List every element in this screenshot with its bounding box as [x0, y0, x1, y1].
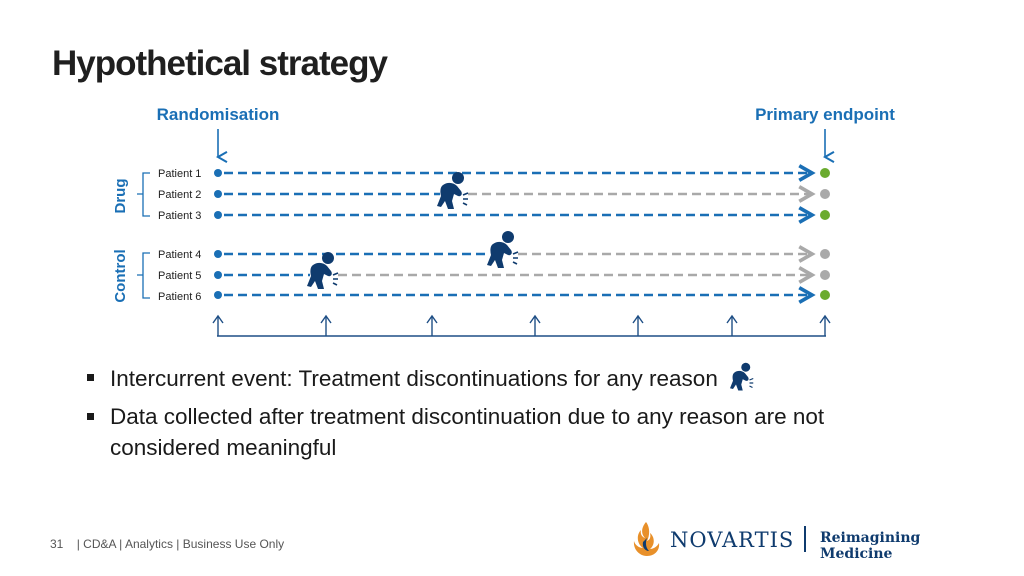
randomisation-label: Randomisation	[157, 105, 280, 124]
bullet-item: Data collected after treatment discontin…	[84, 401, 904, 463]
endpoint-dot	[820, 168, 830, 178]
brand-name: NOVARTIS	[670, 528, 795, 552]
brand-divider	[804, 526, 806, 552]
footer-text: | CD&A | Analytics | Business Use Only	[76, 537, 285, 551]
bullet-item: Intercurrent event: Treatment discontinu…	[84, 362, 904, 394]
endpoint-dot	[820, 189, 830, 199]
patient-row-6: Patient 6	[158, 290, 830, 303]
novartis-flame-logo	[633, 522, 660, 556]
start-dot	[214, 291, 222, 299]
group-label-control: Control	[112, 249, 129, 302]
patient-label: Patient 2	[158, 189, 201, 201]
start-dot	[214, 271, 222, 279]
patient-row-4: Patient 4	[158, 230, 830, 269]
visit-arrow	[726, 314, 738, 336]
visit-arrow	[212, 314, 224, 336]
group-control: Control	[112, 249, 150, 303]
patient-label: Patient 4	[158, 249, 201, 261]
bullet-text: Intercurrent event: Treatment discontinu…	[110, 366, 718, 391]
visit-arrow	[529, 314, 541, 336]
start-dot	[214, 211, 222, 219]
primary-endpoint-label: Primary endpoint	[755, 105, 895, 124]
visit-arrow	[632, 314, 644, 336]
bullet-text: Data collected after treatment discontin…	[110, 404, 825, 460]
patient-row-1: Patient 1	[158, 168, 830, 180]
estimand-diagram: Randomisation Primary endpoint Drug Cont…	[112, 105, 895, 337]
endpoint-dot	[820, 210, 830, 220]
start-dot	[214, 169, 222, 177]
patient-label: Patient 1	[158, 168, 201, 180]
patient-discontinuation-icon	[307, 251, 339, 290]
endpoint-dot	[820, 270, 830, 280]
patient-discontinuation-icon	[730, 362, 754, 392]
endpoint-dot	[820, 290, 830, 300]
patient-label: Patient 5	[158, 270, 201, 282]
novartis-brand: NOVARTIS Reimagining Medicine	[630, 518, 980, 562]
patient-row-3: Patient 3	[158, 210, 830, 222]
visit-arrow	[320, 314, 332, 336]
visit-timeline	[212, 314, 831, 337]
bullet-marker	[87, 413, 94, 420]
patient-discontinuation-icon	[437, 171, 469, 210]
patient-row-5: Patient 5	[158, 251, 830, 290]
brand-tagline: Reimagining Medicine	[820, 530, 921, 562]
visit-arrow	[426, 314, 438, 336]
group-bracket-drug	[137, 172, 150, 217]
endpoint-dot	[820, 249, 830, 259]
footer: 31 | CD&A | Analytics | Business Use Onl…	[50, 537, 284, 551]
patient-row-2: Patient 2	[158, 171, 830, 210]
start-dot	[214, 250, 222, 258]
group-label-drug: Drug	[112, 179, 129, 214]
bullet-marker	[87, 374, 94, 381]
slide-title: Hypothetical strategy	[52, 44, 388, 83]
group-drug: Drug	[112, 172, 150, 217]
patient-label: Patient 6	[158, 291, 201, 303]
patient-label: Patient 3	[158, 210, 201, 222]
patient-discontinuation-icon	[487, 230, 519, 269]
bullet-list: Intercurrent event: Treatment discontinu…	[84, 362, 904, 470]
group-bracket-control	[137, 252, 150, 299]
start-dot	[214, 190, 222, 198]
page-number: 31	[50, 537, 64, 551]
visit-arrow	[819, 314, 831, 336]
